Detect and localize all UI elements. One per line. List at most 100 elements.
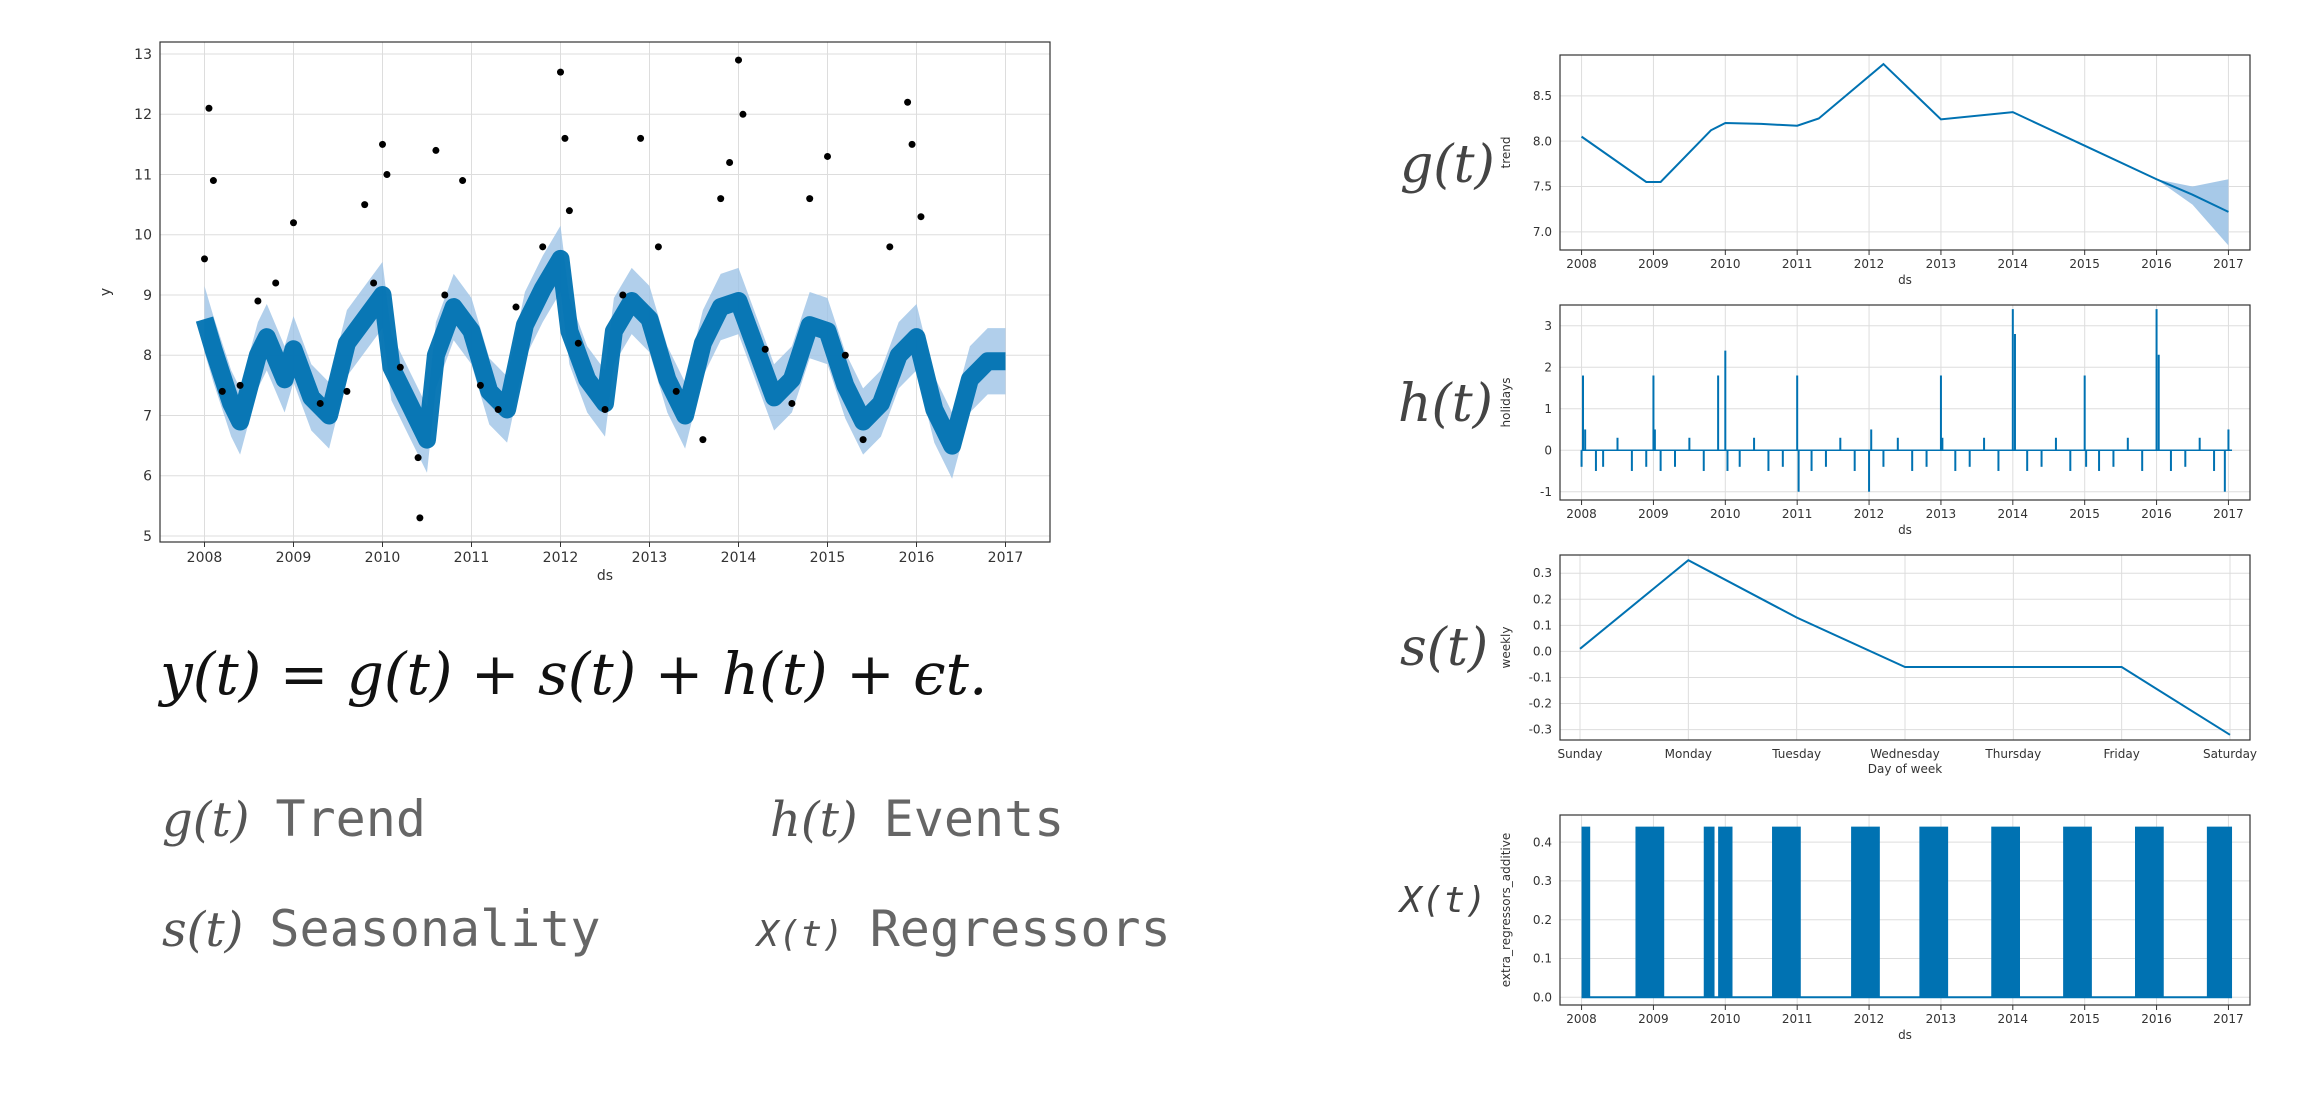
x-tick-label: Friday <box>2103 747 2139 761</box>
regressors-chart-svg: 0.0 0.1 0.2 0.3 0.4 2008 2009 2010 2011 2012 2013 2… <box>1499 814 2251 1042</box>
y-tick-label: 7.5 <box>1533 180 1552 194</box>
observed-point <box>561 134 569 142</box>
x-tick-label: 2015 <box>2069 1012 2100 1026</box>
weekly-line <box>1579 559 2231 736</box>
observed-point <box>218 387 226 395</box>
x-tick-label: 2015 <box>2069 257 2100 271</box>
x-tick-label: 2016 <box>2141 1012 2172 1026</box>
forecast-line <box>195 249 1006 455</box>
observed-point <box>539 243 547 251</box>
observed-point <box>370 279 378 287</box>
weekly-chart: 0.3 0.2 0.1 0.0 -0.1 -0.2 -0.3 Sunday Monday Tues… <box>1499 545 2270 795</box>
observed-point <box>654 243 662 251</box>
observed-point <box>476 381 484 389</box>
observed-point <box>396 363 404 371</box>
y-tick-label: -0.1 <box>1529 670 1552 684</box>
y-tick-label: -1 <box>1540 485 1552 499</box>
observed-point <box>459 177 467 185</box>
trend-chart: 7.0 7.5 8.0 8.5 2008 2009 2010 2011 2012 2013 2014… <box>1499 45 2270 295</box>
observed-point <box>735 56 742 64</box>
regressors-chart: 0.0 0.1 0.2 0.3 0.4 2008 2009 2010 2011 2012 2013 2… <box>1499 805 2270 1060</box>
y-tick-label: 0.3 <box>1533 874 1552 888</box>
y-tick-label: 0 <box>1544 443 1552 457</box>
y-tick-label: 12 <box>134 107 152 123</box>
x-axis-label: Day of week <box>1868 762 1942 776</box>
y-tick-label: 5 <box>143 529 152 545</box>
x-tick-label: 2008 <box>1566 507 1597 521</box>
regressor-block <box>1919 826 1949 998</box>
x-tick-label: 2017 <box>2213 257 2244 271</box>
observed-point <box>209 177 217 185</box>
holidays-chart-svg: -1 0 1 2 3 2008 2009 2010 2011 2012 2013 2014 2015 20… <box>1499 304 2251 537</box>
legend-regressors-symbol: X(t) <box>757 914 844 955</box>
observed-point <box>441 291 449 299</box>
observed-point <box>416 514 424 522</box>
observed-point <box>494 405 502 413</box>
x-tick-label: 2008 <box>1566 1012 1597 1026</box>
y-tick-label: 10 <box>134 228 152 244</box>
x-tick-label: 2008 <box>187 550 223 566</box>
y-axis-label: trend <box>1499 137 1513 169</box>
trend-uncertainty-band <box>2156 179 2229 246</box>
legend-regressors-label: Regressors <box>869 900 1171 958</box>
regressor-block <box>2206 826 2233 998</box>
x-tick-label: 2013 <box>1926 1012 1957 1026</box>
observed-point <box>717 195 725 203</box>
x-axis-label: ds <box>1898 1028 1912 1042</box>
x-tick-label: 2014 <box>1998 507 2029 521</box>
y-axis-label: y <box>98 288 114 296</box>
plot-frame <box>159 41 1051 543</box>
y-tick-label: 0.0 <box>1533 990 1552 1004</box>
x-tick-label: 2011 <box>1782 507 1813 521</box>
observed-point <box>886 243 894 251</box>
y-tick-label: 8 <box>143 348 152 364</box>
x-tick-label: 2016 <box>2141 257 2172 271</box>
y-tick-label: 13 <box>134 47 152 63</box>
x-tick-label: 2012 <box>1854 1012 1885 1026</box>
regressor-block <box>1703 826 1715 998</box>
x-tick-label: 2009 <box>1638 257 1669 271</box>
x-tick-label: 2012 <box>543 550 579 566</box>
y-tick-label: 6 <box>143 469 152 485</box>
legend-events-label: Events <box>883 790 1065 848</box>
legend-trend-label: Trend <box>275 790 426 848</box>
legend-seasonality-label: Seasonality <box>269 900 601 958</box>
y-tick-label: 0.3 <box>1533 566 1552 580</box>
plot-frame <box>1559 54 2251 251</box>
observed-point <box>379 140 386 148</box>
x-tick-label: 2010 <box>1710 257 1741 271</box>
observed-point <box>859 436 867 444</box>
observed-point <box>383 171 391 179</box>
side-label-regressors: X(t) <box>1400 880 1487 921</box>
x-tick-label: Monday <box>1665 747 1712 761</box>
x-tick-label: 2009 <box>1638 1012 1669 1026</box>
legend-events-symbol: h(t) <box>770 792 858 848</box>
observed-point <box>824 152 831 160</box>
y-axis-label: holidays <box>1499 378 1513 428</box>
x-tick-label: 2009 <box>276 550 312 566</box>
x-tick-label: 2014 <box>721 550 757 566</box>
x-tick-label: 2014 <box>1998 1012 2029 1026</box>
legend-seasonality: s(t) Seasonality <box>162 900 601 958</box>
observed-point <box>201 255 208 263</box>
y-tick-label: 0.1 <box>1533 952 1552 966</box>
observed-point <box>904 98 912 106</box>
regressor-block <box>1635 826 1665 998</box>
y-tick-label: 9 <box>143 288 152 304</box>
x-axis-label: ds <box>597 568 613 584</box>
observed-point <box>565 207 573 215</box>
regressor-block <box>2063 826 2092 998</box>
observed-point <box>788 399 796 407</box>
observed-point <box>272 279 280 287</box>
x-tick-label: 2015 <box>2069 507 2100 521</box>
uncertainty-band <box>204 225 1006 479</box>
x-tick-label: 2012 <box>1854 257 1885 271</box>
regressor-block <box>1851 826 1880 998</box>
x-tick-label: 2016 <box>899 550 935 566</box>
x-axis-label: ds <box>1898 273 1912 287</box>
weekly-chart-svg: 0.3 0.2 0.1 0.0 -0.1 -0.2 -0.3 Sunday Monday Tues… <box>1499 554 2257 776</box>
x-tick-label: 2009 <box>1638 507 1669 521</box>
observed-point <box>290 219 297 227</box>
regressor-block <box>2135 826 2164 998</box>
observed-point <box>361 201 369 209</box>
